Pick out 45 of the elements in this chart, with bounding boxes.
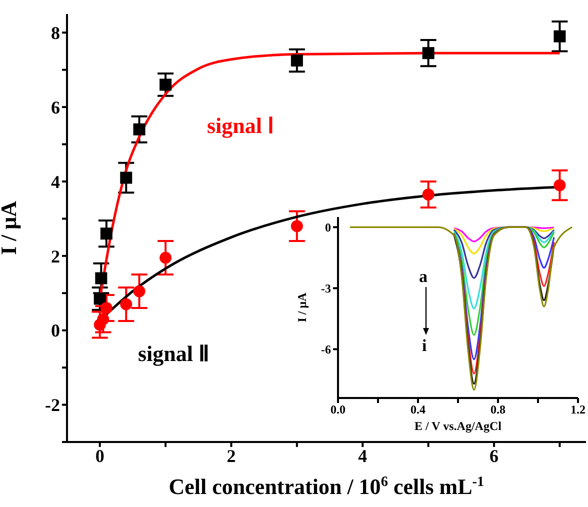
x-tick-label: 0.0	[330, 402, 346, 417]
point	[290, 220, 303, 232]
x-tick-label: 0.4	[410, 402, 426, 417]
x-tick-label: 4	[358, 446, 368, 466]
point	[133, 285, 146, 298]
y-axis-title: I / μA	[0, 200, 21, 256]
point	[554, 30, 566, 42]
y-tick-label: 8	[51, 23, 60, 43]
y-tick-label: 4	[51, 172, 60, 192]
x-tick-label: 1.2	[570, 402, 586, 417]
y-tick-label: 2	[51, 246, 60, 266]
line-series	[349, 226, 573, 391]
line-series	[453, 226, 555, 310]
annotation: a	[419, 267, 428, 286]
x-axis-title: E / V vs.Ag/AgCl	[414, 419, 502, 433]
point	[160, 252, 172, 264]
y-tick-label: -2	[45, 395, 60, 416]
point	[120, 172, 132, 184]
y-tick-label: -3	[321, 281, 331, 296]
x-tick-label: 0	[95, 446, 104, 466]
y-axis-title: I / μA	[295, 292, 309, 322]
point	[554, 179, 566, 192]
point	[94, 292, 106, 305]
x-axis-title: Cell concentration / 10$^{6}$ cells mL$^{-1}$	[168, 474, 484, 499]
point	[422, 188, 434, 201]
x-tick-label: 6	[490, 446, 499, 466]
annotation: i	[422, 336, 427, 355]
x-tick-label: 2	[226, 446, 236, 466]
point	[120, 298, 132, 310]
annotation: signal Ⅰ	[207, 113, 274, 138]
point	[97, 313, 110, 326]
annotation: signal Ⅱ	[138, 341, 210, 366]
y-tick-label: -6	[321, 342, 331, 356]
y-tick-label: 6	[51, 97, 60, 118]
point	[100, 302, 112, 314]
point	[290, 54, 303, 67]
x-tick-label: 0.8	[490, 402, 506, 417]
point	[95, 272, 108, 284]
point	[133, 123, 146, 136]
point	[160, 78, 172, 91]
y-tick-label: 0	[325, 220, 331, 234]
point	[100, 228, 112, 240]
point	[422, 47, 434, 60]
line-series	[453, 226, 555, 336]
y-tick-label: 0	[51, 320, 60, 341]
